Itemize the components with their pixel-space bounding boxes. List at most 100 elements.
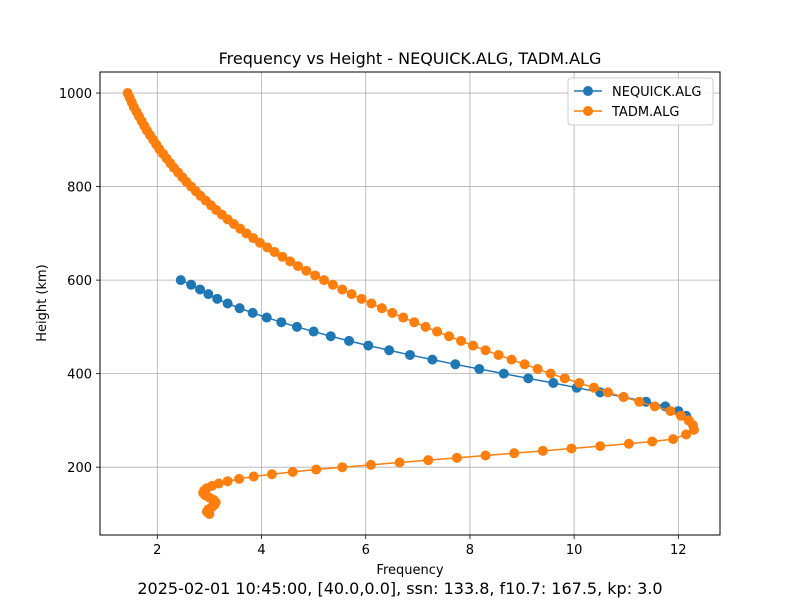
- data-point-tadm-alg: [366, 298, 377, 309]
- data-point-tadm-alg: [346, 289, 357, 300]
- data-point-tadm-alg: [262, 242, 273, 253]
- data-point-tadm-alg: [287, 466, 298, 477]
- data-point-tadm-alg: [222, 476, 233, 487]
- data-point-tadm-alg: [319, 275, 330, 286]
- data-point-tadm-alg: [456, 335, 467, 346]
- legend-marker-nequick: [583, 86, 593, 96]
- data-point-nequick-alg: [474, 363, 485, 374]
- data-point-tadm-alg: [618, 392, 629, 403]
- data-point-tadm-alg: [204, 508, 215, 519]
- data-point-nequick-alg: [344, 335, 355, 346]
- data-point-nequick-alg: [384, 345, 395, 356]
- data-point-tadm-alg: [647, 436, 658, 447]
- data-point-nequick-alg: [276, 317, 287, 328]
- data-point-tadm-alg: [327, 279, 338, 290]
- data-point-tadm-alg: [356, 293, 367, 304]
- data-point-tadm-alg: [266, 469, 277, 480]
- y-tick-label: 400: [67, 368, 92, 383]
- data-point-tadm-alg: [394, 457, 405, 468]
- x-tick-label: 4: [257, 543, 265, 558]
- data-point-tadm-alg: [545, 368, 556, 379]
- data-point-nequick-alg: [234, 303, 245, 314]
- data-point-tadm-alg: [337, 284, 348, 295]
- data-point-tadm-alg: [432, 326, 443, 337]
- data-point-tadm-alg: [506, 354, 517, 365]
- data-point-tadm-alg: [420, 321, 431, 332]
- data-point-tadm-alg: [688, 424, 699, 435]
- data-point-nequick-alg: [186, 279, 197, 290]
- legend: NEQUICK.ALG TADM.ALG: [567, 77, 714, 126]
- data-point-tadm-alg: [234, 473, 245, 484]
- series-layer: [122, 88, 699, 519]
- data-point-tadm-alg: [254, 237, 265, 248]
- data-point-tadm-alg: [365, 459, 376, 470]
- y-tick-label: 1000: [59, 87, 92, 102]
- data-point-nequick-alg: [212, 293, 223, 304]
- data-point-tadm-alg: [588, 382, 599, 393]
- data-point-tadm-alg: [602, 387, 613, 398]
- data-point-tadm-alg: [292, 261, 303, 272]
- data-point-nequick-alg: [498, 368, 509, 379]
- y-tick-label: 800: [67, 181, 92, 196]
- chart-title: Frequency vs Height - NEQUICK.ALG, TADM.…: [219, 49, 602, 68]
- data-point-nequick-alg: [261, 312, 272, 323]
- data-point-tadm-alg: [509, 448, 520, 459]
- data-point-tadm-alg: [681, 429, 692, 440]
- legend-label-tadm: TADM.ALG: [611, 105, 679, 120]
- data-point-tadm-alg: [301, 265, 312, 276]
- data-point-nequick-alg: [450, 359, 461, 370]
- data-point-tadm-alg: [423, 455, 434, 466]
- data-point-tadm-alg: [493, 349, 504, 360]
- x-tick-label: 2: [153, 543, 161, 558]
- x-tick-label: 12: [670, 543, 687, 558]
- legend-box: [567, 77, 714, 126]
- data-point-nequick-alg: [363, 340, 374, 351]
- x-tick-label: 6: [362, 543, 370, 558]
- data-point-tadm-alg: [310, 270, 321, 281]
- y-tick-label: 200: [67, 461, 92, 476]
- data-point-tadm-alg: [634, 396, 645, 407]
- data-point-tadm-alg: [559, 373, 570, 384]
- data-point-nequick-alg: [427, 354, 438, 365]
- data-point-tadm-alg: [649, 401, 660, 412]
- data-point-tadm-alg: [248, 471, 259, 482]
- data-point-nequick-alg: [523, 373, 534, 384]
- data-point-nequick-alg: [175, 275, 186, 286]
- x-tick-label: 10: [566, 543, 583, 558]
- data-point-nequick-alg: [325, 331, 336, 342]
- data-point-tadm-alg: [480, 345, 491, 356]
- data-point-tadm-alg: [665, 406, 676, 417]
- x-axis-label: Frequency: [376, 563, 443, 578]
- x-tick-label: 8: [466, 543, 474, 558]
- data-point-nequick-alg: [203, 289, 214, 300]
- data-point-nequick-alg: [548, 378, 559, 389]
- data-point-nequick-alg: [291, 321, 302, 332]
- data-point-tadm-alg: [675, 410, 686, 421]
- data-point-tadm-alg: [444, 331, 455, 342]
- data-point-tadm-alg: [595, 441, 606, 452]
- data-point-tadm-alg: [468, 340, 479, 351]
- data-point-nequick-alg: [308, 326, 319, 337]
- data-point-nequick-alg: [195, 284, 206, 295]
- data-point-tadm-alg: [277, 251, 288, 262]
- data-point-tadm-alg: [376, 303, 387, 314]
- data-point-tadm-alg: [537, 445, 548, 456]
- data-point-tadm-alg: [574, 378, 585, 389]
- y-tick-label: 600: [67, 274, 92, 289]
- caption: 2025-02-01 10:45:00, [40.0,0.0], ssn: 13…: [137, 579, 662, 598]
- data-point-nequick-alg: [222, 298, 233, 309]
- data-point-tadm-alg: [285, 256, 296, 267]
- data-point-tadm-alg: [387, 307, 398, 318]
- data-point-tadm-alg: [480, 450, 491, 461]
- data-point-tadm-alg: [398, 312, 409, 323]
- y-axis-label: Height (km): [35, 264, 50, 341]
- data-point-tadm-alg: [668, 434, 679, 445]
- legend-label-nequick: NEQUICK.ALG: [612, 85, 701, 100]
- data-point-tadm-alg: [566, 443, 577, 454]
- data-point-tadm-alg: [532, 363, 543, 374]
- tick-layer: 2 4 6 8 10 12 200 400 600 800 1000: [59, 87, 687, 558]
- data-point-tadm-alg: [269, 247, 280, 258]
- data-point-tadm-alg: [311, 464, 322, 475]
- plot-area-frame: [99, 71, 721, 536]
